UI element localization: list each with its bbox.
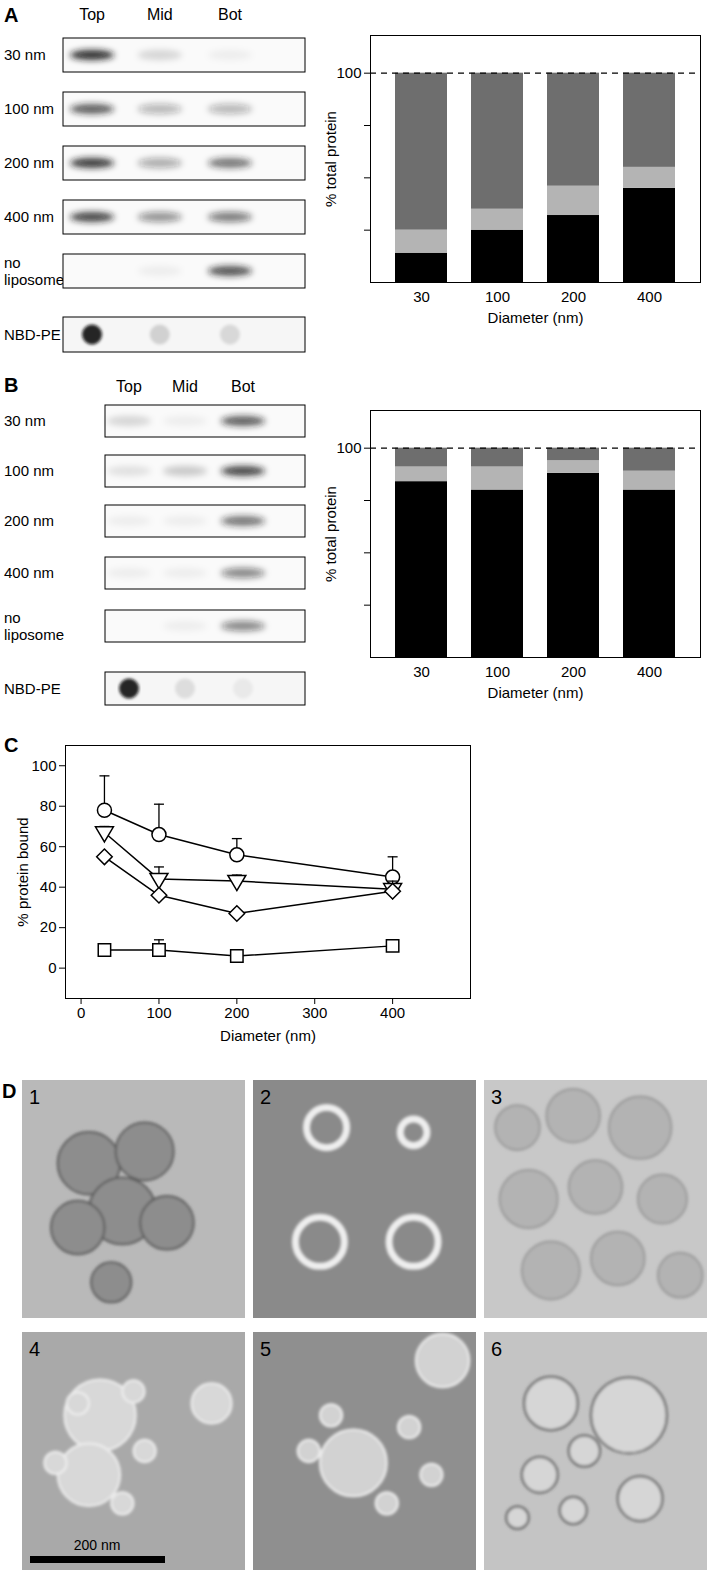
svg-text:100: 100 (336, 439, 361, 456)
svg-text:20: 20 (40, 918, 57, 935)
svg-text:5: 5 (260, 1338, 271, 1360)
svg-text:Diameter (nm): Diameter (nm) (488, 684, 584, 701)
svg-text:A: A (4, 4, 18, 26)
svg-text:no: no (4, 254, 21, 271)
svg-text:D: D (2, 1080, 16, 1102)
svg-text:% protein bound: % protein bound (14, 817, 31, 926)
svg-text:400: 400 (637, 288, 662, 305)
svg-text:% total protein: % total protein (322, 111, 339, 207)
svg-text:400 nm: 400 nm (4, 564, 54, 581)
svg-text:400: 400 (637, 663, 662, 680)
svg-text:100: 100 (31, 757, 56, 774)
svg-text:30 nm: 30 nm (4, 46, 46, 63)
svg-text:200: 200 (561, 663, 586, 680)
svg-text:NBD-PE: NBD-PE (4, 326, 61, 343)
svg-text:Mid: Mid (147, 6, 173, 23)
svg-text:6: 6 (491, 1338, 502, 1360)
svg-text:Diameter (nm): Diameter (nm) (220, 1027, 316, 1044)
svg-text:liposome: liposome (4, 271, 64, 288)
svg-text:% total protein: % total protein (322, 486, 339, 582)
svg-text:100: 100 (336, 64, 361, 81)
svg-text:100: 100 (485, 288, 510, 305)
svg-text:no: no (4, 609, 21, 626)
svg-text:200 nm: 200 nm (4, 512, 54, 529)
svg-text:400 nm: 400 nm (4, 208, 54, 225)
svg-text:0: 0 (48, 959, 56, 976)
svg-text:200 nm: 200 nm (74, 1537, 121, 1553)
svg-text:200 nm: 200 nm (4, 154, 54, 171)
svg-text:C: C (4, 734, 18, 756)
svg-text:30: 30 (413, 288, 430, 305)
svg-text:3: 3 (491, 1086, 502, 1108)
svg-text:200: 200 (224, 1004, 249, 1021)
svg-text:80: 80 (40, 797, 57, 814)
svg-text:2: 2 (260, 1086, 271, 1108)
svg-text:NBD-PE: NBD-PE (4, 680, 61, 697)
svg-text:Mid: Mid (172, 378, 198, 395)
svg-text:liposome: liposome (4, 626, 64, 643)
svg-text:Top: Top (79, 6, 105, 23)
svg-text:30 nm: 30 nm (4, 412, 46, 429)
svg-text:300: 300 (302, 1004, 327, 1021)
svg-text:1: 1 (29, 1086, 40, 1108)
svg-text:Bot: Bot (218, 6, 243, 23)
svg-text:400: 400 (380, 1004, 405, 1021)
svg-text:0: 0 (77, 1004, 85, 1021)
svg-text:30: 30 (413, 663, 430, 680)
svg-text:60: 60 (40, 838, 57, 855)
svg-text:Diameter (nm): Diameter (nm) (488, 309, 584, 326)
svg-text:100 nm: 100 nm (4, 100, 54, 117)
svg-text:200: 200 (561, 288, 586, 305)
svg-text:B: B (4, 374, 18, 396)
svg-text:100: 100 (485, 663, 510, 680)
svg-text:40: 40 (40, 878, 57, 895)
svg-text:100 nm: 100 nm (4, 462, 54, 479)
svg-text:Bot: Bot (231, 378, 256, 395)
svg-text:100: 100 (146, 1004, 171, 1021)
svg-text:Top: Top (116, 378, 142, 395)
svg-text:4: 4 (29, 1338, 40, 1360)
